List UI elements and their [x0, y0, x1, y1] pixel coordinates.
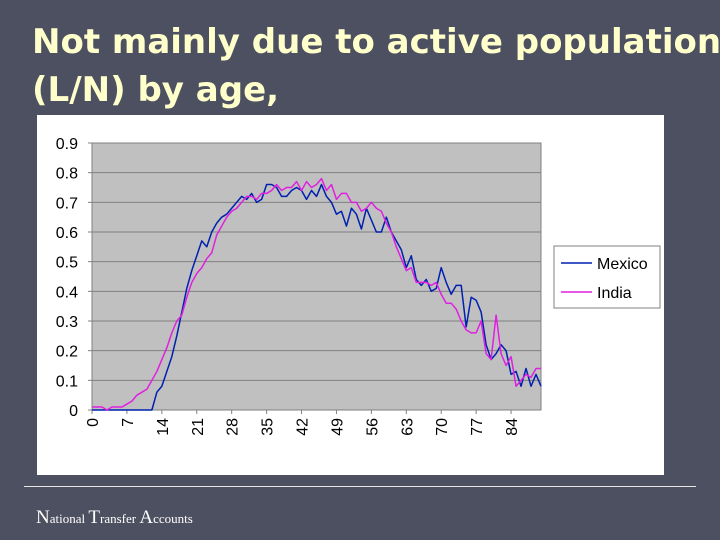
y-tick-label: 0.2 [56, 344, 78, 361]
x-tick-label: 35 [260, 418, 277, 436]
gridlines [88, 142, 541, 414]
chart-container: 0 0.1 0.2 0.3 0.4 0.5 0.6 0.7 0.8 0.9 0 7 14 21 28 35 4… [37, 115, 664, 475]
x-tick-label: 77 [469, 418, 486, 436]
line-chart: 0 0.1 0.2 0.3 0.4 0.5 0.6 0.7 0.8 0.9 0 7 14 21 28 35 4… [56, 136, 661, 436]
x-tick-label: 21 [190, 418, 207, 436]
footer-divider [24, 486, 696, 487]
footer-w2-rest: ransfer [99, 511, 137, 526]
y-tick-label: 0.9 [56, 136, 78, 153]
footer-logo-text: National Transfer Accounts [36, 507, 193, 529]
legend-box [553, 245, 661, 309]
series-lines [92, 177, 542, 411]
x-tick-label: 49 [329, 418, 346, 436]
plot-area [91, 142, 542, 411]
slide-title: Not mainly due to active population (L/N… [32, 18, 720, 114]
y-tick-label: 0.3 [56, 314, 78, 331]
series-line-india [92, 177, 541, 411]
x-tick-label: 14 [155, 418, 172, 436]
y-axis-tick-labels: 0 0.1 0.2 0.3 0.4 0.5 0.6 0.7 0.8 0.9 [56, 136, 78, 420]
x-tick-label: 0 [85, 418, 102, 427]
y-tick-label: 0.6 [56, 225, 78, 242]
y-tick-label: 0.7 [56, 195, 78, 212]
legend: Mexico India [553, 245, 661, 309]
x-tick-label: 42 [295, 418, 312, 436]
y-tick-label: 0.8 [56, 166, 78, 183]
footer-w3-cap: A [139, 507, 154, 528]
legend-label-india: India [597, 285, 632, 302]
footer-w3-rest: ccounts [153, 511, 193, 526]
legend-label-mexico: Mexico [597, 256, 648, 273]
x-tick-label: 84 [504, 418, 521, 436]
y-tick-label: 0.5 [56, 255, 78, 272]
x-tick-label: 56 [364, 418, 381, 436]
slide-title-line-1: Not mainly due to active population [32, 22, 720, 62]
footer-w1-rest: ational [49, 511, 86, 526]
series-line-mexico [92, 183, 542, 411]
x-tick-label: 28 [225, 418, 242, 436]
x-axis-tick-labels: 0 7 14 21 28 35 42 49 56 63 70 77 84 [85, 418, 521, 436]
footer-w1-cap: N [36, 507, 50, 528]
x-tick-label: 63 [399, 418, 416, 436]
x-tick-label: 70 [434, 418, 451, 436]
y-tick-label: 0 [69, 403, 78, 420]
footer-w2-cap: T [88, 507, 100, 528]
y-tick-label: 0.4 [56, 284, 78, 301]
x-tick-label: 7 [120, 418, 137, 427]
slide-title-line-2: (L/N) by age, [32, 70, 280, 110]
y-tick-label: 0.1 [56, 373, 78, 390]
